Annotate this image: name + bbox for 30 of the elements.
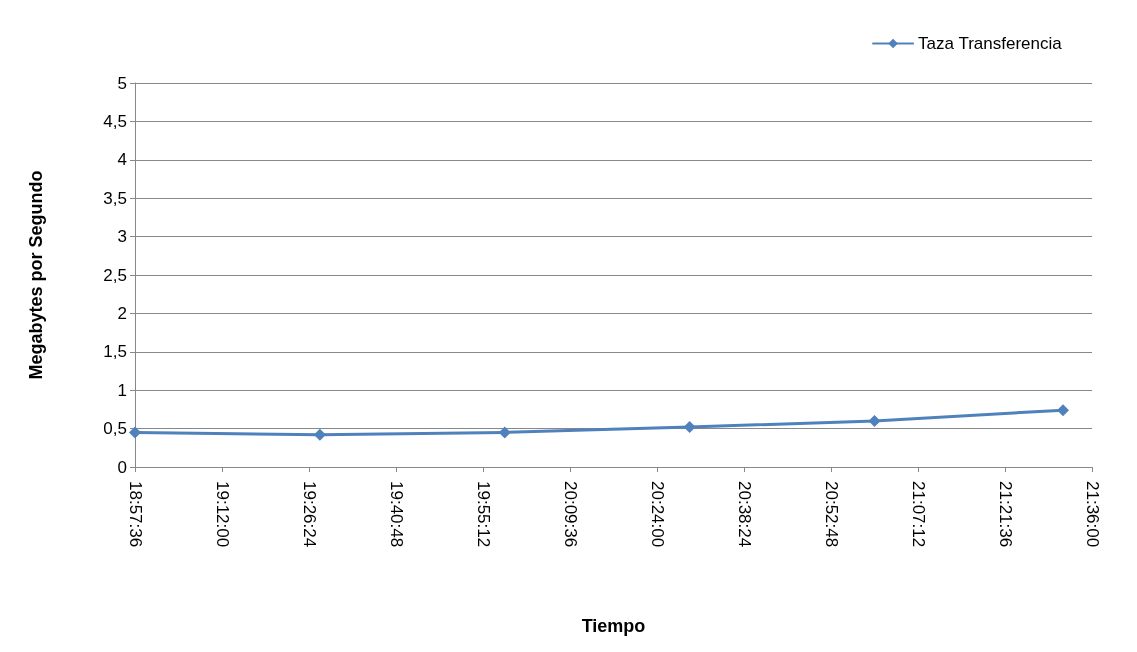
point <box>1057 404 1069 417</box>
y-tick-label: 3,5 <box>103 188 127 208</box>
y-tick-label: 0 <box>117 457 127 477</box>
y-tick-label: 1 <box>117 380 127 400</box>
x-tick-label: 19:26:24 <box>299 481 319 548</box>
y-tick-label: 0,5 <box>103 419 127 439</box>
y-tick-label: 2 <box>117 303 127 323</box>
x-tick-label: 19:40:48 <box>386 481 406 548</box>
y-tick-label: 4,5 <box>103 111 127 131</box>
x-tick-label: 19:12:00 <box>212 481 232 548</box>
x-axis-title: Tiempo <box>581 616 646 636</box>
x-tick-label: 21:21:36 <box>995 481 1015 548</box>
x-tick-label: 20:24:00 <box>647 481 667 548</box>
x-tick-label: 20:52:48 <box>821 481 841 548</box>
x-tick-label: 20:09:36 <box>560 481 580 548</box>
y-tick-label: 2,5 <box>103 265 127 285</box>
y-tick-label: 3 <box>117 227 127 247</box>
x-tick-label: 18:57:36 <box>125 481 145 548</box>
legend-label: Taza Transferencia <box>918 34 1063 53</box>
y-tick-label: 1,5 <box>103 342 127 362</box>
x-tick-label: 19:55:12 <box>473 481 493 548</box>
point <box>868 414 881 427</box>
x-tick-label: 21:36:00 <box>1082 481 1102 548</box>
point <box>683 421 696 434</box>
point <box>129 426 141 439</box>
x-tick-label: 20:38:24 <box>734 481 754 548</box>
y-axis-title: Megabytes por Segundo <box>26 170 46 380</box>
y-tick-label: 4 <box>117 150 127 170</box>
x-tick-label: 21:07:12 <box>908 481 928 548</box>
y-tick-label: 5 <box>117 73 127 93</box>
